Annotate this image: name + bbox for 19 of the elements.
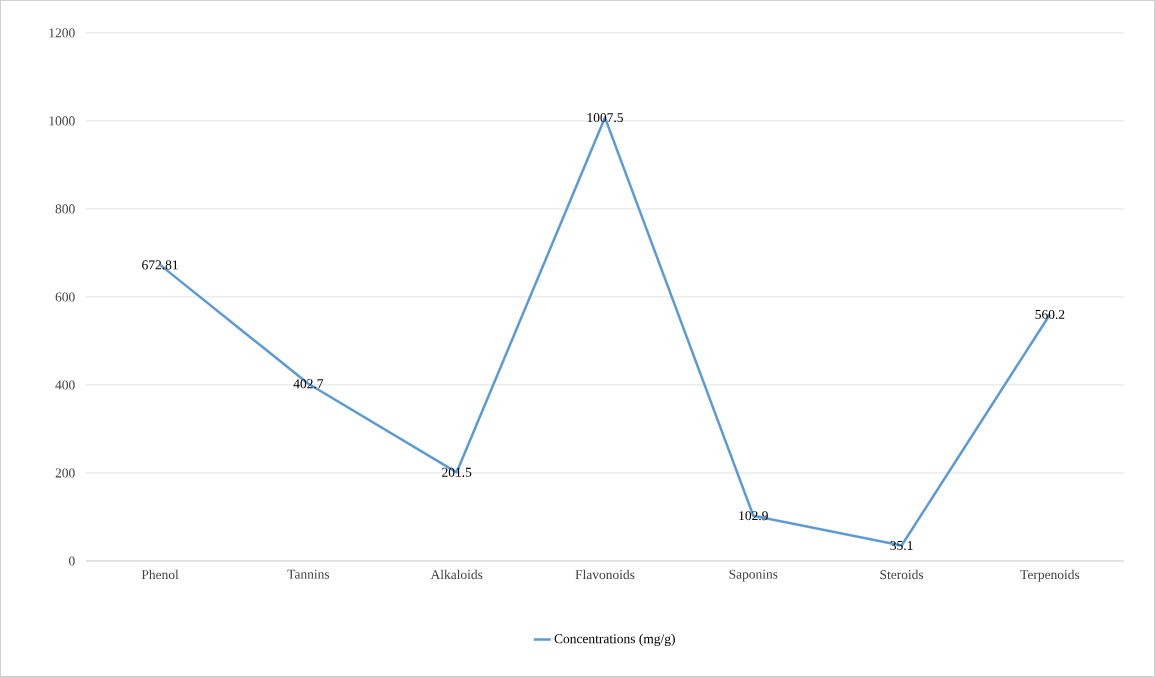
y-tick-label: 800 bbox=[55, 204, 75, 214]
data-label: 1007.5 bbox=[587, 113, 623, 123]
y-tick-label: 1200 bbox=[49, 28, 75, 38]
data-label: 560.2 bbox=[1035, 309, 1065, 320]
x-tick-label: Tannins bbox=[287, 569, 330, 579]
x-tick-label: Steroids bbox=[880, 569, 924, 580]
y-tick-label: 200 bbox=[55, 468, 75, 478]
x-tick-label: Saponins bbox=[729, 569, 778, 582]
data-label: 672.81 bbox=[142, 260, 178, 270]
data-label: 201.5 bbox=[442, 467, 472, 477]
x-tick-label: Terpenoids bbox=[1020, 569, 1080, 582]
x-tick-label: Phenol bbox=[141, 569, 179, 580]
y-tick-label: 1000 bbox=[49, 116, 75, 126]
legend-label: Concentrations (mg/g) bbox=[554, 633, 675, 647]
y-tick-label: 600 bbox=[55, 292, 75, 302]
y-tick-label: 0 bbox=[69, 556, 75, 566]
x-tick-label: Flavonoids bbox=[575, 569, 635, 580]
y-tick-label: 400 bbox=[55, 380, 75, 390]
x-tick-label: Alkaloids bbox=[430, 569, 483, 580]
